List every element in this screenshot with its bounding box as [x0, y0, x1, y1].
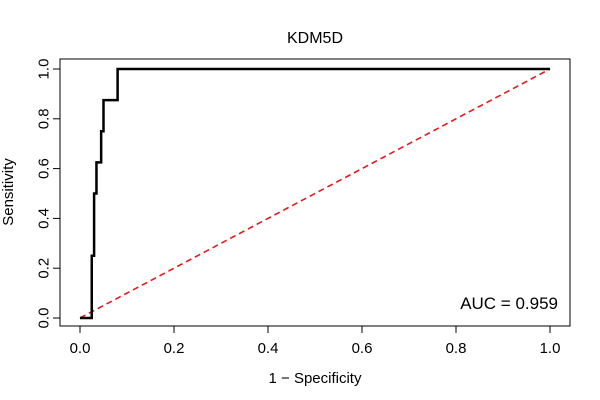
- y-tick-label: 0.6: [36, 158, 53, 179]
- y-tick-label: 0.0: [36, 308, 53, 329]
- x-tick-label: 0.4: [258, 340, 279, 357]
- x-tick-label: 1.0: [540, 340, 561, 357]
- auc-annotation: AUC = 0.959: [460, 294, 558, 313]
- plot-frame: [59, 58, 571, 327]
- y-tick-label: 1.0: [36, 59, 53, 80]
- x-tick-label: 0.6: [352, 340, 373, 357]
- roc-curve: [80, 67, 550, 320]
- chart-title: KDM5D: [287, 30, 343, 47]
- y-axis-title: Sensitivity: [0, 158, 17, 226]
- series-layer: [79, 67, 551, 320]
- y-tick-label: 0.2: [36, 258, 53, 279]
- y-tick-label: 0.8: [36, 108, 53, 129]
- x-tick-label: 0.8: [446, 340, 467, 357]
- x-tick-label: 0.0: [70, 340, 91, 357]
- x-axis-title: 1 − Specificity: [269, 370, 362, 387]
- x-tick-label: 0.2: [164, 340, 185, 357]
- x-axis: 0.0 0.2 0.4 0.6 0.8 1.0: [70, 325, 561, 357]
- chance-line: [79, 68, 551, 319]
- y-axis: 0.0 0.2 0.4 0.6 0.8 1.0: [36, 59, 61, 329]
- y-tick-label: 0.4: [36, 208, 53, 229]
